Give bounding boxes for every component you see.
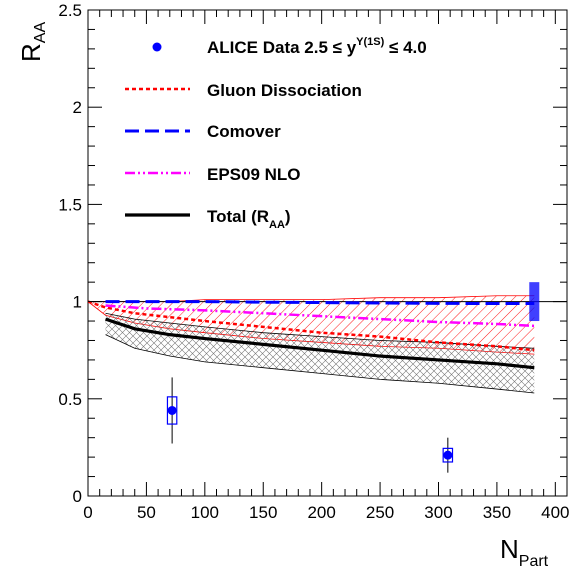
y-tick-label: 1	[73, 293, 82, 312]
points-layer	[166, 377, 454, 473]
legend-text-comover: Comover	[207, 122, 281, 141]
x-tick-label: 350	[483, 503, 511, 522]
x-axis-title: NPart	[500, 534, 549, 570]
y-tick-label: 2.5	[58, 1, 82, 20]
data-point	[167, 405, 177, 415]
series-eps09	[105, 304, 535, 328]
y-tick-label: 0	[73, 487, 82, 506]
x-tick-label: 100	[191, 503, 219, 522]
legend-text-alice: ALICE Data 2.5 ≤ yΥ(1S) ≤ 4.0	[207, 36, 427, 57]
legend: ALICE Data 2.5 ≤ yΥ(1S) ≤ 4.0 Gluon Diss…	[125, 36, 427, 231]
series-layer	[88, 300, 535, 370]
x-tick-label: 250	[366, 503, 394, 522]
legend-text-eps09: EPS09 NLO	[207, 165, 301, 184]
legend-text-total: Total (RAA)	[207, 207, 291, 231]
series-total	[105, 317, 535, 370]
series-gluon	[88, 300, 535, 352]
y-tick-label: 2	[73, 98, 82, 117]
axes-layer: 0 50 100 150 200 250 300 350 400 0 0.5 1 1.5 2 2.5	[58, 1, 569, 522]
series-comover	[105, 300, 535, 306]
x-tick-label: 0	[83, 503, 92, 522]
total-band	[105, 313, 535, 393]
total-band-upper-edge	[105, 312, 535, 349]
total-band-lower-edge	[105, 334, 535, 394]
x-tick-label: 400	[541, 503, 569, 522]
data-point-syst-box	[166, 396, 178, 425]
x-tick-label: 300	[424, 503, 452, 522]
x-tick-label: 50	[137, 503, 156, 522]
global-uncertainty-box	[529, 282, 540, 322]
legend-marker-alice	[152, 42, 162, 52]
y-axis-title: RAA	[16, 22, 49, 62]
data-point	[443, 450, 453, 460]
x-tick-label: 200	[307, 503, 335, 522]
y-tick-label: 0.5	[58, 390, 82, 409]
y-tick-label: 1.5	[58, 195, 82, 214]
legend-text-gluon: Gluon Dissociation	[207, 81, 362, 100]
data-point-syst-box	[442, 447, 454, 463]
x-tick-label: 150	[249, 503, 277, 522]
